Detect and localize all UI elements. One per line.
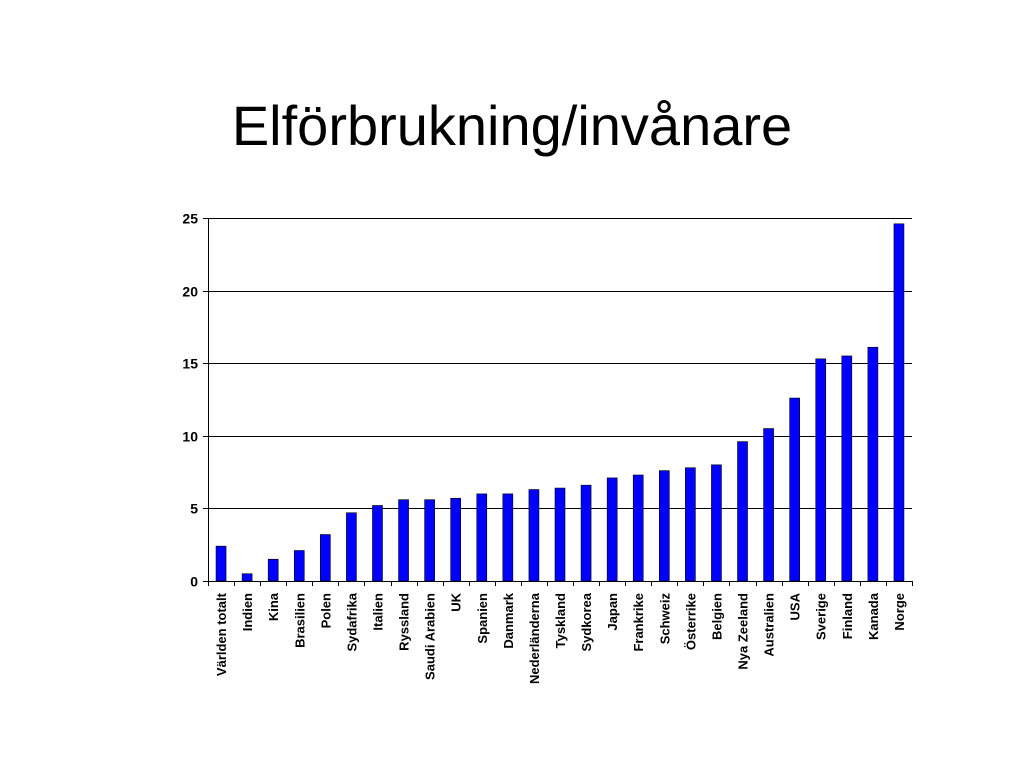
bar	[424, 499, 435, 582]
x-category-label: Frankrike	[631, 593, 646, 652]
bar	[867, 346, 879, 582]
axes	[203, 218, 913, 586]
y-tick-label: 15	[182, 356, 198, 372]
bar	[293, 550, 305, 582]
y-tick-label: 20	[182, 284, 198, 300]
x-category-label: Polen	[318, 593, 333, 628]
bar	[398, 499, 409, 582]
bar	[893, 223, 905, 582]
x-category-label: Australien	[762, 593, 777, 657]
x-category-label: USA	[788, 592, 803, 620]
bar	[528, 489, 540, 582]
bar	[815, 358, 827, 582]
bar	[580, 484, 592, 582]
gridlines	[208, 218, 912, 509]
bar	[606, 477, 618, 582]
x-category-label: Sydafrika	[344, 592, 359, 651]
bar	[841, 355, 853, 582]
bar	[711, 464, 722, 582]
bar	[320, 534, 331, 582]
x-category-labels: Världen totalt Indien Kina Brasilien Polen Sy…	[214, 592, 907, 684]
bar	[554, 487, 566, 582]
x-category-label: Sydkorea	[579, 592, 594, 651]
bars	[215, 223, 905, 582]
x-category-label: Ryssland	[397, 593, 412, 651]
y-tick-label: 0	[190, 574, 198, 590]
bar	[346, 512, 357, 582]
x-category-label: Danmark	[501, 592, 516, 648]
bar	[502, 493, 514, 582]
x-category-label: Österrike	[683, 593, 698, 650]
bar	[763, 428, 774, 582]
y-tick-label: 10	[182, 429, 198, 445]
y-tick-label: 25	[182, 211, 198, 227]
bar	[737, 441, 748, 582]
x-category-label: Finland	[840, 593, 855, 639]
x-category-label: Spanien	[475, 593, 490, 644]
bar	[632, 474, 644, 582]
x-category-label: Schweiz	[657, 593, 672, 645]
bar	[658, 470, 670, 582]
x-category-label: Belgien	[709, 593, 724, 640]
bar	[476, 493, 488, 582]
x-category-label: Världen totalt	[214, 592, 229, 676]
x-category-label: Brasilien	[292, 593, 307, 648]
bar	[215, 545, 227, 582]
y-tick-labels: 0 5 10 15 20 25	[182, 211, 198, 590]
x-category-label: Nya Zeeland	[736, 593, 751, 670]
x-category-label: UK	[449, 592, 464, 611]
slide-title: Elförbrukning/invånare	[231, 94, 793, 157]
x-category-label: Tyskland	[553, 593, 568, 648]
bar	[450, 497, 462, 582]
x-category-label: Nederländerna	[527, 592, 542, 684]
x-category-label: Indien	[240, 593, 255, 631]
y-tick-label: 5	[190, 501, 198, 517]
bar	[789, 397, 800, 582]
bar	[372, 505, 383, 582]
x-category-label: Norge	[892, 593, 907, 631]
x-category-label: Japan	[605, 593, 620, 631]
bar	[241, 573, 253, 582]
x-category-label: Italien	[370, 593, 385, 631]
bar	[685, 467, 696, 582]
x-category-label: Kina	[266, 592, 281, 621]
x-category-label: Kanada	[866, 592, 881, 640]
bar	[267, 558, 279, 582]
x-category-label: Sverige	[814, 593, 829, 640]
x-category-label: Saudi Arabien	[423, 593, 438, 680]
